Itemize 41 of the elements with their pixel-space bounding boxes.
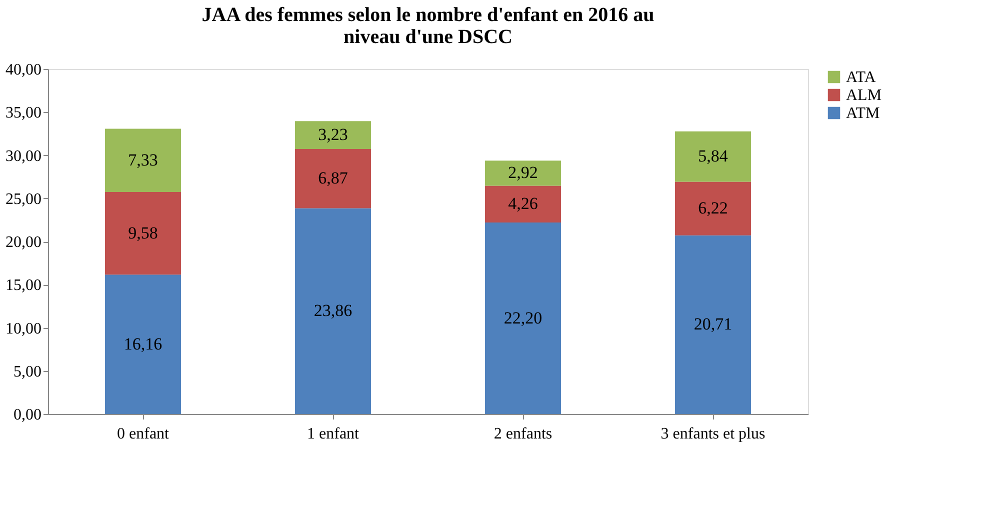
legend-label: ATM bbox=[846, 105, 880, 122]
data-label: 4,26 bbox=[508, 194, 538, 214]
data-label: 2,92 bbox=[508, 163, 538, 182]
bar bbox=[485, 160, 561, 186]
bar bbox=[295, 148, 371, 208]
x-tick-label: 0 enfant bbox=[117, 426, 170, 442]
data-label: 5,84 bbox=[698, 146, 728, 166]
bar bbox=[295, 121, 371, 149]
legend-label: ATA bbox=[846, 69, 876, 86]
bar bbox=[485, 186, 561, 223]
y-tick-label: 15,00 bbox=[6, 277, 42, 294]
bar bbox=[105, 192, 181, 275]
y-tick-label: 5,00 bbox=[14, 363, 42, 380]
legend-label: ALM bbox=[846, 87, 882, 104]
bar bbox=[485, 222, 561, 414]
bar bbox=[105, 128, 181, 192]
y-tick-label: 40,00 bbox=[6, 62, 42, 78]
y-tick-label: 10,00 bbox=[6, 320, 42, 338]
data-label: 16,16 bbox=[124, 334, 162, 354]
data-label: 9,58 bbox=[128, 223, 158, 242]
y-tick-label: 35,00 bbox=[6, 104, 42, 122]
data-label: 23,86 bbox=[314, 301, 352, 320]
bar bbox=[105, 274, 181, 414]
y-tick-label: 0,00 bbox=[14, 406, 42, 424]
x-tick-label: 1 enfant bbox=[307, 426, 360, 442]
chart-title: JAA des femmes selon le nombre d'enfant en 2016 au niveau d'une DSCC bbox=[202, 4, 654, 48]
x-tick-label: 2 enfants bbox=[494, 426, 552, 442]
data-label: 3,23 bbox=[318, 125, 348, 144]
data-label: 7,33 bbox=[128, 150, 158, 170]
data-label: 20,71 bbox=[694, 314, 732, 334]
y-tick-label: 25,00 bbox=[6, 190, 42, 208]
bar bbox=[675, 131, 751, 182]
y-tick-label: 30,00 bbox=[6, 148, 42, 165]
data-label: 6,87 bbox=[318, 168, 348, 188]
data-label: 22,20 bbox=[504, 308, 542, 328]
x-tick-label: 3 enfants et plus bbox=[660, 426, 766, 442]
bar bbox=[675, 235, 751, 414]
data-label: 6,22 bbox=[698, 198, 728, 218]
bar bbox=[295, 208, 371, 414]
bar bbox=[675, 182, 751, 236]
y-tick-label: 20,00 bbox=[6, 234, 42, 251]
